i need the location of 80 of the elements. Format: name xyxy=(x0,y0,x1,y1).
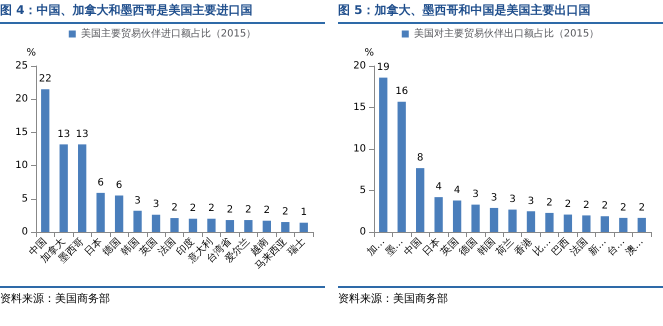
y-tick-label: 5 xyxy=(360,185,366,196)
data-label: 3 xyxy=(490,192,498,204)
bar xyxy=(526,211,536,232)
data-label: 22 xyxy=(38,74,52,85)
data-label: 6 xyxy=(97,177,104,188)
bar xyxy=(207,218,216,232)
bar xyxy=(262,220,271,232)
data-label: 2 xyxy=(583,200,590,211)
bar xyxy=(638,218,646,232)
bar xyxy=(600,216,609,232)
data-label: 3 xyxy=(134,195,141,206)
bar xyxy=(133,210,142,232)
bar xyxy=(379,78,388,232)
bar xyxy=(152,214,160,232)
y-tick-label: 0 xyxy=(22,226,28,238)
data-label: 2 xyxy=(190,203,196,214)
chart-title: 图 4：中国、加拿大和墨西哥是美国主要进口国 xyxy=(0,0,325,24)
y-tick-label: 25 xyxy=(15,60,28,72)
bar xyxy=(188,218,198,232)
data-label: 2 xyxy=(564,199,572,210)
data-label: 8 xyxy=(416,152,424,164)
y-axis-title: % xyxy=(364,48,374,58)
bar xyxy=(300,222,308,232)
bar xyxy=(60,144,68,232)
y-tick-label: 10 xyxy=(15,160,28,172)
data-label: 2 xyxy=(226,204,234,216)
legend-label: 美国对主要贸易伙伴出口额占比（2015） xyxy=(414,28,600,40)
y-tick-label: 5 xyxy=(22,193,28,204)
bar xyxy=(490,208,498,232)
data-label: 1 xyxy=(300,207,307,218)
y-tick-label: 20 xyxy=(15,94,28,105)
bar xyxy=(41,89,50,232)
bar xyxy=(78,144,86,232)
data-label: 3 xyxy=(528,196,534,207)
y-tick-label: 15 xyxy=(353,102,366,113)
data-label: 2 xyxy=(282,206,288,218)
data-label: 2 xyxy=(245,204,252,216)
data-label: 3 xyxy=(152,199,160,210)
x-tick-label: 澳… xyxy=(623,235,646,258)
data-label: 2 xyxy=(602,200,608,212)
bar xyxy=(226,220,234,232)
data-label: 2 xyxy=(208,203,215,214)
data-label: 3 xyxy=(472,189,479,200)
bar xyxy=(619,218,628,232)
y-tick-label: 10 xyxy=(353,144,366,154)
data-label: 2 xyxy=(171,202,178,214)
data-label: 2 xyxy=(620,202,626,214)
y-tick-label: 0 xyxy=(360,226,366,238)
bar xyxy=(244,220,253,232)
y-axis-title: % xyxy=(26,48,36,58)
bar xyxy=(545,212,554,232)
bar xyxy=(170,218,179,232)
data-label: 16 xyxy=(395,86,408,98)
data-label: 4 xyxy=(435,182,442,193)
text: 资料来源：美国商务部 xyxy=(338,291,449,306)
data-label: 2 xyxy=(546,197,553,208)
bar xyxy=(564,214,572,232)
y-tick-label: 15 xyxy=(15,126,28,138)
bar xyxy=(281,222,290,232)
bar xyxy=(508,210,517,232)
chart-title: 图 5：加拿大、墨西哥和中国是美国主要出口国 xyxy=(338,0,663,24)
bar xyxy=(114,195,124,232)
data-label: 4 xyxy=(454,184,460,196)
data-label: 6 xyxy=(116,180,122,191)
text: 资料来源：美国商务部 xyxy=(0,291,111,306)
bar xyxy=(471,204,480,232)
bar xyxy=(416,168,424,232)
data-label: 13 xyxy=(57,128,70,140)
bar xyxy=(452,200,462,232)
data-label: 13 xyxy=(76,128,89,140)
y-tick-label: 20 xyxy=(353,60,366,72)
legend-label: 美国主要贸易伙伴进口额占比（2015） xyxy=(80,28,256,40)
data-label: 2 xyxy=(638,202,645,214)
bar xyxy=(96,192,105,232)
data-label: 2 xyxy=(264,205,270,216)
bar xyxy=(434,197,443,232)
bar xyxy=(398,102,406,232)
bar xyxy=(582,215,591,232)
data-label: 19 xyxy=(376,62,390,74)
data-label: 3 xyxy=(509,194,516,206)
